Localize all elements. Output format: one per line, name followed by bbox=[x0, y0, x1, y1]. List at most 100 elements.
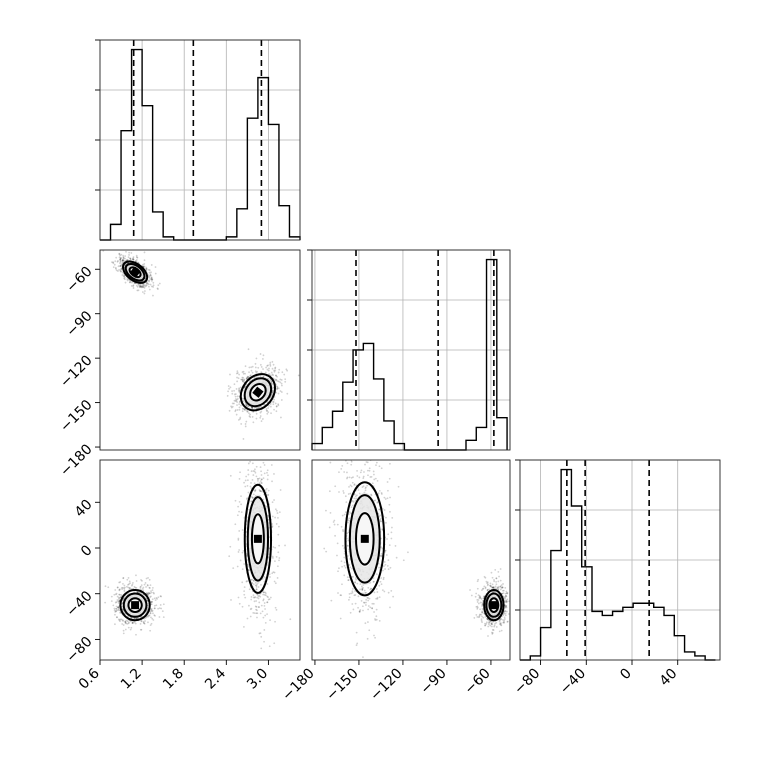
sample-point bbox=[152, 281, 155, 284]
mode-0 bbox=[104, 574, 165, 636]
sample-point bbox=[234, 400, 237, 402]
sample-point bbox=[333, 519, 336, 522]
sample-point bbox=[260, 420, 263, 423]
sample-point bbox=[152, 294, 154, 297]
sample-point bbox=[157, 288, 159, 290]
sample-point bbox=[275, 410, 278, 413]
sample-point bbox=[114, 589, 117, 591]
sample-point bbox=[369, 606, 372, 609]
sample-point bbox=[253, 596, 256, 599]
sample-point bbox=[137, 617, 140, 620]
sample-point bbox=[140, 620, 143, 623]
sample-point bbox=[263, 591, 266, 594]
sample-point bbox=[261, 418, 264, 420]
density-peak bbox=[253, 534, 262, 543]
sample-point bbox=[328, 526, 331, 529]
sample-point bbox=[379, 519, 382, 521]
sample-point bbox=[275, 391, 278, 394]
sample-point bbox=[481, 589, 483, 592]
sample-point bbox=[268, 598, 271, 601]
sample-point bbox=[500, 629, 503, 632]
sample-point bbox=[121, 271, 124, 274]
contour-level-1 bbox=[124, 262, 146, 282]
sample-point bbox=[135, 259, 138, 261]
sample-point bbox=[378, 620, 381, 622]
sample-point bbox=[478, 614, 481, 617]
sample-point bbox=[355, 497, 358, 500]
sample-point bbox=[338, 567, 340, 570]
sample-point bbox=[257, 479, 259, 482]
sample-point bbox=[124, 620, 127, 623]
sample-point bbox=[254, 605, 257, 608]
sample-point bbox=[116, 606, 119, 609]
sample-point bbox=[495, 580, 497, 583]
sample-point bbox=[247, 565, 250, 568]
sample-point bbox=[476, 605, 479, 608]
sample-point bbox=[499, 585, 502, 588]
sample-point bbox=[350, 463, 353, 466]
sample-point bbox=[156, 597, 159, 600]
sample-point bbox=[123, 590, 126, 593]
sample-point bbox=[363, 471, 365, 473]
sample-point bbox=[241, 378, 244, 381]
sample-point bbox=[347, 519, 350, 522]
sample-point bbox=[121, 258, 124, 261]
sample-point bbox=[273, 642, 276, 645]
sample-point bbox=[346, 477, 348, 480]
sample-point bbox=[484, 615, 487, 618]
sample-point bbox=[389, 433, 391, 435]
sample-point bbox=[380, 517, 382, 520]
sample-point bbox=[380, 555, 383, 557]
sample-point bbox=[362, 656, 364, 659]
sample-point bbox=[121, 259, 124, 262]
sample-point bbox=[260, 470, 262, 473]
sample-point bbox=[385, 424, 387, 426]
x-tick-label: 3.0 bbox=[244, 666, 271, 693]
sample-point bbox=[504, 618, 506, 620]
sample-point bbox=[227, 385, 230, 387]
sample-point bbox=[367, 586, 370, 589]
sample-point bbox=[334, 534, 336, 537]
sample-point bbox=[228, 409, 231, 412]
sample-point bbox=[252, 583, 255, 586]
sample-point bbox=[486, 618, 489, 621]
sample-point bbox=[242, 380, 244, 383]
sample-point bbox=[379, 580, 382, 583]
sample-point bbox=[275, 374, 277, 377]
sample-point bbox=[272, 546, 275, 548]
sample-point bbox=[280, 382, 283, 385]
sample-point bbox=[502, 613, 505, 616]
sample-point bbox=[127, 615, 130, 618]
sample-point bbox=[152, 284, 155, 287]
sample-point bbox=[263, 472, 266, 475]
sample-point bbox=[269, 379, 272, 382]
sample-point bbox=[374, 618, 376, 620]
sample-point bbox=[362, 485, 365, 488]
sample-point bbox=[506, 591, 509, 594]
sample-point bbox=[260, 604, 263, 607]
sample-point bbox=[482, 597, 485, 600]
sample-point bbox=[251, 578, 254, 581]
sample-point bbox=[255, 435, 257, 437]
sample-point bbox=[271, 501, 274, 504]
sample-point bbox=[380, 546, 383, 549]
sample-point bbox=[145, 586, 147, 588]
sample-point bbox=[374, 619, 377, 621]
sample-point bbox=[125, 585, 128, 588]
sample-point bbox=[351, 567, 353, 570]
sample-point bbox=[244, 372, 246, 375]
sample-point bbox=[501, 586, 504, 589]
sample-point bbox=[131, 258, 134, 261]
sample-point bbox=[151, 598, 154, 601]
mode-0 bbox=[469, 568, 510, 637]
sample-point bbox=[126, 620, 129, 623]
sample-point bbox=[149, 596, 151, 599]
sample-point bbox=[262, 461, 265, 464]
sample-point bbox=[277, 371, 280, 374]
sample-point bbox=[134, 586, 137, 589]
sample-point bbox=[150, 591, 153, 594]
density-peak bbox=[360, 534, 369, 543]
sample-point bbox=[236, 376, 238, 379]
sample-point bbox=[129, 587, 131, 590]
sample-point bbox=[104, 585, 107, 588]
